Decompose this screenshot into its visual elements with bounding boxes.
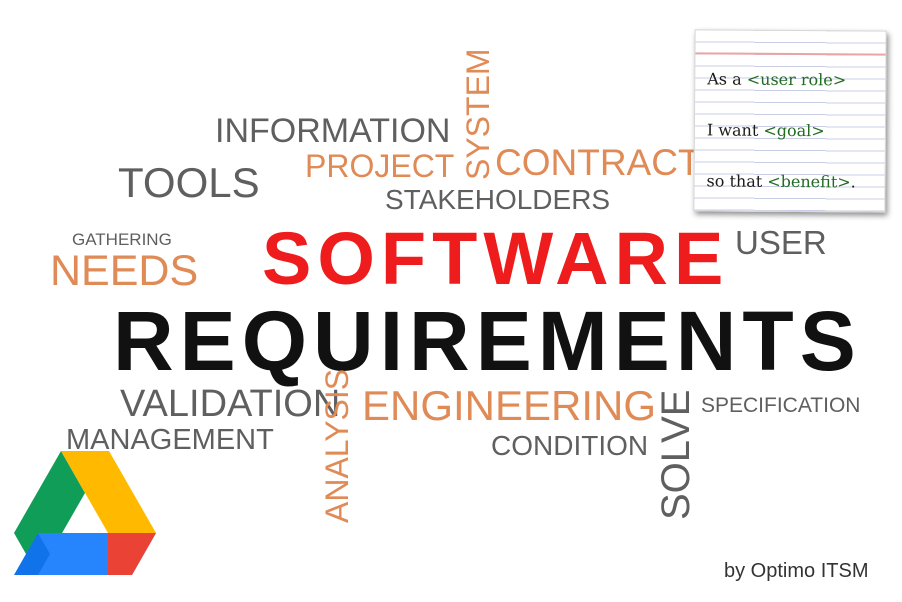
word-system: SYSTEM <box>460 48 496 180</box>
title-requirements: REQUIREMENTS <box>113 294 862 388</box>
card-text: I want <box>706 120 764 140</box>
card-text-period: . <box>850 172 856 192</box>
card-line-benefit: so that <benefit>. <box>707 171 856 191</box>
card-margin-rule <box>695 52 886 56</box>
word-tools: TOOLS <box>118 159 260 206</box>
word-gathering: GATHERING <box>72 230 172 249</box>
drive-logo-yellow-segment <box>61 451 156 533</box>
word-validation: VALIDATION <box>120 383 341 425</box>
word-needs: NEEDS <box>50 247 199 295</box>
drive-logo-shade <box>14 533 50 575</box>
word-project: PROJECT <box>305 148 455 184</box>
word-contract: CONTRACT <box>495 142 701 183</box>
card-text: As a <box>707 69 747 89</box>
card-placeholder-role: <user role> <box>746 69 847 90</box>
google-drive-icon <box>14 451 156 575</box>
user-story-card: As a <user role> I want <goal> so that <… <box>693 29 887 213</box>
drive-logo-red-segment <box>108 533 156 575</box>
card-line-role: As a <user role> <box>707 69 846 89</box>
word-analysis: ANALYSIS <box>319 368 355 523</box>
title-software: SOFTWARE <box>262 217 730 300</box>
card-placeholder-benefit: <benefit> <box>767 171 851 192</box>
word-specification: SPECIFICATION <box>701 394 861 417</box>
word-condition: CONDITION <box>491 430 649 461</box>
card-placeholder-goal: <goal> <box>763 120 825 141</box>
word-user: USER <box>735 224 827 261</box>
card-text: so that <box>706 171 768 191</box>
word-engineering: ENGINEERING <box>362 382 657 429</box>
word-information: INFORMATION <box>215 112 451 150</box>
byline: by Optimo ITSM <box>724 560 869 582</box>
card-line-goal: I want <goal> <box>707 120 825 140</box>
word-stakeholders: STAKEHOLDERS <box>385 184 611 215</box>
word-solve: SOLVE <box>654 389 698 520</box>
word-management: MANAGEMENT <box>66 424 274 456</box>
